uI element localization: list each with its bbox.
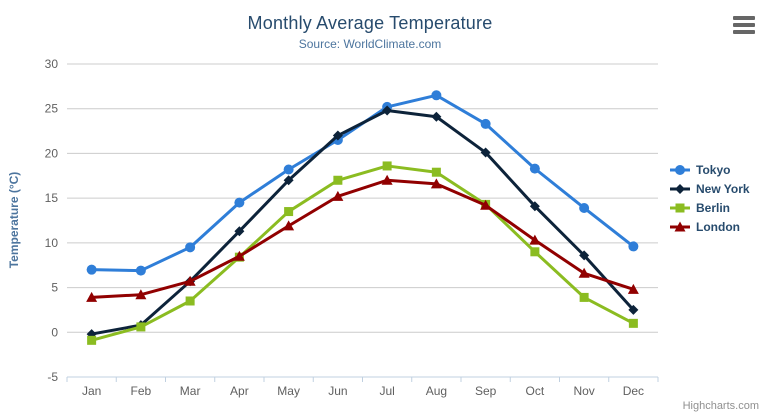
legend-label: Tokyo <box>696 163 731 177</box>
x-axis-label: Jul <box>379 384 394 398</box>
y-axis-label: 0 <box>51 325 58 339</box>
point-london-aug[interactable] <box>430 178 442 189</box>
legend-marker-tokyo <box>675 165 685 175</box>
x-axis-label: Dec <box>623 384 644 398</box>
point-berlin-oct[interactable] <box>530 247 540 257</box>
export-menu-button[interactable] <box>731 14 757 36</box>
legend-item-tokyo[interactable]: Tokyo <box>670 163 750 177</box>
point-tokyo-may[interactable] <box>283 164 294 175</box>
y-axis-label: 15 <box>45 191 59 205</box>
point-new-york-oct[interactable] <box>529 201 540 212</box>
x-axis-label: Mar <box>180 384 201 398</box>
hamburger-menu-icon <box>733 16 755 20</box>
legend-item-berlin[interactable]: Berlin <box>670 201 750 215</box>
series-line-berlin <box>90 164 635 342</box>
point-tokyo-sep[interactable] <box>480 118 491 129</box>
x-axis-label: Jan <box>82 384 101 398</box>
point-berlin-jun[interactable] <box>333 175 343 185</box>
x-axis-label: Oct <box>526 384 545 398</box>
point-tokyo-aug[interactable] <box>431 90 442 101</box>
point-berlin-feb[interactable] <box>136 322 146 332</box>
point-new-york-jun[interactable] <box>332 130 343 141</box>
point-berlin-may[interactable] <box>284 207 294 217</box>
legend: Tokyo New York Berlin London <box>670 163 750 234</box>
point-london-jun[interactable] <box>332 190 344 201</box>
legend-circle-icon <box>670 165 690 175</box>
x-axis-label: Sep <box>475 384 497 398</box>
x-axis-label: Aug <box>426 384 447 398</box>
chart-title: Monthly Average Temperature <box>247 13 493 33</box>
point-new-york-dec[interactable] <box>628 304 639 315</box>
point-new-york-may[interactable] <box>283 175 294 186</box>
credits-link[interactable]: Highcharts.com <box>682 400 759 412</box>
hamburger-menu-icon <box>733 30 755 34</box>
point-tokyo-nov[interactable] <box>579 202 590 213</box>
x-axis-label: Apr <box>230 384 249 398</box>
point-london-feb[interactable] <box>135 289 147 300</box>
chart-subtitle: Source: WorldClimate.com <box>298 37 442 51</box>
point-berlin-jan[interactable] <box>87 335 97 345</box>
x-axis-label: Jun <box>328 384 347 398</box>
point-london-nov[interactable] <box>578 267 590 278</box>
legend-marker-berlin <box>675 203 685 213</box>
legend-marker-new-york <box>675 184 685 194</box>
point-london-dec[interactable] <box>627 283 639 294</box>
x-axis-label: Feb <box>131 384 152 398</box>
point-london-sep[interactable] <box>480 199 492 210</box>
point-berlin-aug[interactable] <box>431 167 441 177</box>
point-london-apr[interactable] <box>233 250 245 261</box>
point-new-york-apr[interactable] <box>234 226 245 237</box>
legend-label: New York <box>696 182 750 196</box>
point-tokyo-oct[interactable] <box>529 163 540 174</box>
legend-triangle-icon <box>670 221 690 232</box>
series-line-new-york <box>90 109 635 336</box>
legend-diamond-icon <box>670 184 690 194</box>
hamburger-menu-icon <box>733 23 755 27</box>
point-new-york-sep[interactable] <box>480 147 491 158</box>
y-axis-label: 25 <box>45 102 59 116</box>
point-new-york-nov[interactable] <box>579 250 590 261</box>
y-axis-label: 20 <box>45 146 59 160</box>
point-london-jan[interactable] <box>86 291 98 302</box>
point-berlin-nov[interactable] <box>579 292 589 302</box>
point-tokyo-mar[interactable] <box>185 242 196 253</box>
point-london-jul[interactable] <box>381 174 393 185</box>
legend-item-london[interactable]: London <box>670 220 750 234</box>
point-berlin-mar[interactable] <box>185 296 195 306</box>
series-line-london <box>90 178 635 299</box>
point-london-mar[interactable] <box>184 275 196 286</box>
point-tokyo-dec[interactable] <box>628 241 639 252</box>
point-berlin-jul[interactable] <box>382 161 392 171</box>
x-axis-label: Nov <box>573 384 594 398</box>
y-axis-label: 10 <box>45 236 59 250</box>
point-berlin-dec[interactable] <box>628 318 638 328</box>
point-tokyo-apr[interactable] <box>234 197 245 208</box>
point-new-york-jul[interactable] <box>382 105 393 116</box>
y-axis-label: 30 <box>45 57 59 71</box>
legend-label: London <box>696 220 740 234</box>
x-axis-label: May <box>277 384 300 398</box>
legend-marker-london <box>674 221 686 232</box>
point-tokyo-jan[interactable] <box>86 264 97 275</box>
legend-label: Berlin <box>696 201 731 215</box>
legend-square-icon <box>670 203 690 213</box>
legend-item-new-york[interactable]: New York <box>670 182 750 196</box>
point-tokyo-feb[interactable] <box>135 265 146 276</box>
y-axis-label: -5 <box>47 370 58 384</box>
y-axis-label: 5 <box>51 281 58 295</box>
point-london-oct[interactable] <box>529 234 541 245</box>
point-london-may[interactable] <box>283 220 295 231</box>
point-new-york-aug[interactable] <box>431 111 442 122</box>
